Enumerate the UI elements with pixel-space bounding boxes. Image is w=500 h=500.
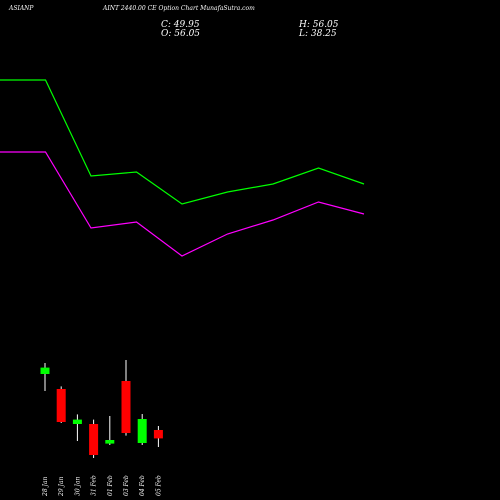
candles — [40, 360, 163, 458]
candle — [56, 386, 66, 423]
candle-body — [89, 424, 99, 455]
low-stat: L: 38.25 — [299, 29, 337, 39]
chart-subtitle: AINT 2440.00 CE Option Chart MunafaSutra… — [103, 5, 255, 12]
x-tick-label: 31 Feb — [91, 475, 98, 496]
x-tick-label: 01 Feb — [107, 475, 114, 496]
candle-body — [137, 419, 147, 443]
candle-body — [153, 430, 163, 439]
candle — [121, 360, 131, 436]
open-stat: O: 56.05 — [161, 29, 201, 39]
x-tick-label: 29 Jan — [58, 476, 65, 497]
x-tick-label: 30 Jan — [74, 476, 81, 496]
high-stat: H: 56.05 — [299, 20, 339, 30]
candle-body — [105, 440, 115, 444]
x-tick-label: 28 Jan — [42, 476, 49, 497]
candle-body — [40, 367, 50, 374]
x-axis-labels: 28 Jan 29 Jan 30 Jan 31 Feb 01 Feb 03 Feb 04 F… — [42, 475, 162, 497]
candle — [153, 426, 163, 447]
candle-body — [121, 381, 131, 433]
candle — [137, 414, 147, 445]
candle-body — [56, 389, 66, 422]
x-tick-label: 04 Feb — [139, 475, 146, 496]
band-line-2 — [0, 151, 365, 257]
symbol-label: ASIANP — [9, 5, 34, 12]
band-line-1 — [0, 79, 365, 205]
x-tick-label: 05 Feb — [155, 475, 162, 496]
band-lines — [0, 79, 365, 257]
candle — [72, 414, 82, 441]
candle — [105, 416, 115, 445]
candle-body — [72, 419, 82, 424]
close-stat: C: 49.95 — [161, 20, 200, 30]
candle — [89, 419, 99, 458]
candle — [40, 363, 50, 391]
x-tick-label: 03 Feb — [123, 475, 130, 496]
